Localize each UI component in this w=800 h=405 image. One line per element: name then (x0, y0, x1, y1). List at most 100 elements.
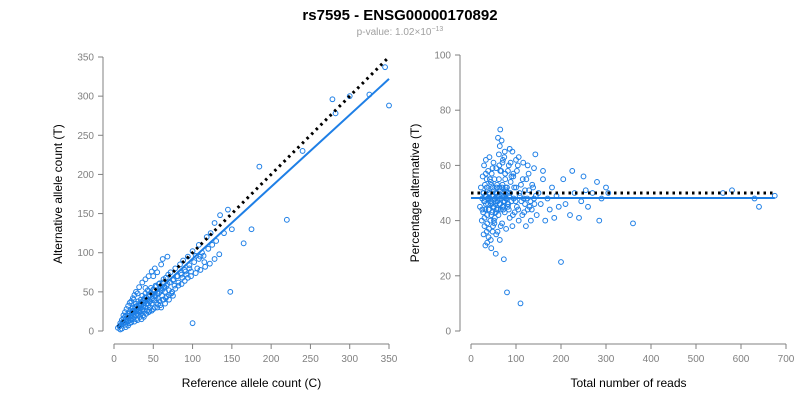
data-point (496, 237, 503, 243)
data-point (172, 285, 179, 292)
data-point (487, 176, 493, 183)
data-point (515, 217, 522, 224)
data-point (489, 209, 496, 216)
data-point (507, 159, 514, 166)
data-point (188, 273, 194, 280)
data-point (160, 276, 167, 283)
data-point (506, 214, 513, 221)
data-point (528, 206, 535, 213)
data-point (170, 292, 176, 299)
data-point (171, 282, 178, 289)
data-point (201, 259, 208, 266)
data-point (481, 214, 488, 221)
left-y-tick-label: 100 (77, 248, 94, 259)
data-point (479, 206, 486, 213)
left-x-axis-title: Reference allele count (C) (182, 376, 321, 390)
data-point (499, 159, 506, 166)
data-point (181, 277, 188, 284)
data-point (515, 206, 522, 213)
data-point (178, 281, 185, 287)
data-point (152, 293, 159, 300)
right-x-axis-title: Total number of reads (570, 376, 686, 390)
data-point (513, 156, 519, 163)
left-x-tick-label: 0 (111, 354, 117, 365)
data-point (486, 154, 493, 161)
data-point (178, 271, 185, 278)
data-point (202, 263, 209, 270)
data-point (182, 268, 189, 275)
data-point (513, 184, 519, 191)
data-point (487, 237, 494, 243)
right-y-tick-label: 0 (445, 327, 451, 338)
data-point (519, 212, 526, 218)
data-point (225, 206, 231, 213)
data-point (506, 145, 513, 152)
data-point (142, 276, 149, 283)
data-point (529, 181, 536, 188)
data-point (498, 137, 505, 144)
right-x-tick-label: 100 (508, 354, 525, 365)
data-point (630, 220, 636, 227)
right-y-axis-title: Percentage alternative (T) (408, 124, 422, 263)
data-point (523, 176, 530, 183)
data-point (158, 261, 165, 268)
data-point (175, 282, 182, 289)
data-point (502, 184, 509, 191)
left-fit-line (117, 78, 390, 328)
data-point (151, 265, 158, 272)
data-point (192, 270, 199, 276)
data-point (133, 288, 139, 295)
data-point (500, 156, 506, 163)
data-point (134, 290, 141, 297)
data-point (478, 217, 485, 224)
left-y-tick-label: 200 (77, 170, 94, 181)
data-point (488, 170, 495, 177)
data-point (491, 214, 498, 221)
data-point (122, 309, 128, 316)
data-point (156, 298, 163, 305)
data-point (166, 292, 172, 298)
data-point (129, 295, 136, 302)
data-point (483, 176, 490, 183)
data-point (148, 268, 155, 275)
data-point (503, 225, 510, 232)
right-y-tick-label: 40 (440, 216, 452, 227)
data-point (159, 296, 166, 303)
data-point (488, 212, 495, 218)
data-point (240, 240, 247, 247)
data-point (216, 251, 223, 258)
data-point (589, 190, 596, 196)
data-point (514, 203, 520, 210)
data-point (514, 168, 520, 174)
left-y-tick-label: 250 (77, 131, 94, 142)
data-point (499, 220, 505, 227)
data-point (497, 168, 504, 174)
data-point (346, 93, 353, 100)
data-point (191, 259, 198, 266)
right-x-tick-label: 400 (643, 354, 660, 365)
data-point (523, 223, 529, 230)
right-scatter-panel: 0 100 200 300 400 500 600 700 0 20 40 60 80 100 Total … (408, 51, 795, 391)
data-point (491, 220, 498, 227)
data-point (211, 256, 218, 262)
data-point (492, 209, 499, 216)
data-point (488, 181, 495, 188)
data-point (382, 64, 388, 71)
data-point (484, 220, 491, 227)
data-point (496, 143, 503, 149)
data-point (505, 201, 512, 207)
left-x-tick-label: 50 (148, 354, 160, 365)
left-x-tick-label: 350 (381, 354, 398, 365)
data-point (510, 173, 517, 180)
data-point (165, 271, 172, 278)
data-point (125, 303, 132, 309)
data-point (211, 220, 218, 226)
data-point (530, 184, 536, 191)
data-point (501, 209, 508, 216)
data-point (142, 285, 149, 291)
data-point (569, 168, 576, 174)
data-point (519, 176, 526, 183)
data-point (140, 306, 146, 312)
